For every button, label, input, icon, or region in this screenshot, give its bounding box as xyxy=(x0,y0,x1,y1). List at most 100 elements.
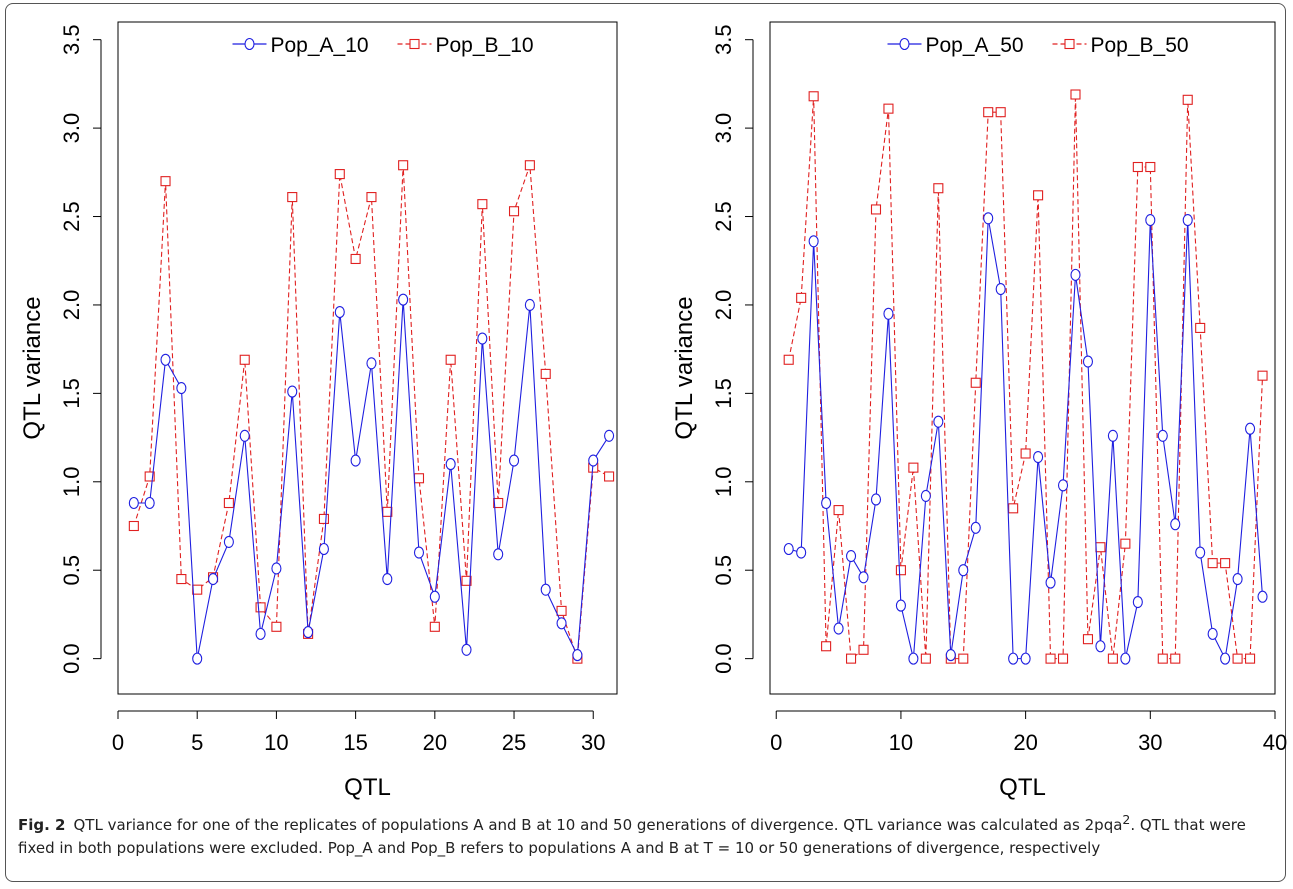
point-Pop_B_50 xyxy=(1195,322,1206,333)
caption-text-continued: . QTL that were fixed in both population… xyxy=(18,816,1246,857)
point-Pop_A_50 xyxy=(1232,573,1243,586)
point-Pop_A_10 xyxy=(287,385,298,398)
point-Pop_A_50 xyxy=(796,546,807,559)
point-Pop_A_10 xyxy=(445,458,456,471)
point-Pop_B_10 xyxy=(334,169,345,180)
point-Pop_A_50 xyxy=(858,571,869,584)
point-Pop_A_10 xyxy=(144,496,155,510)
point-Pop_B_50 xyxy=(1095,542,1106,553)
point-Pop_B_10 xyxy=(493,497,504,509)
point-Pop_B_50 xyxy=(796,292,807,303)
point-Pop_B_50 xyxy=(933,183,944,194)
point-Pop_B_10 xyxy=(508,206,520,217)
x-tick-label: 0 xyxy=(112,730,124,755)
point-Pop_B_50 xyxy=(895,565,906,576)
point-Pop_A_10 xyxy=(223,535,234,548)
point-Pop_B_50 xyxy=(1082,634,1094,645)
point-Pop_B_50 xyxy=(833,505,844,516)
point-Pop_B_50 xyxy=(970,377,981,388)
legend-label: Pop_A_50 xyxy=(926,34,1024,57)
point-Pop_A_50 xyxy=(908,652,919,665)
point-Pop_B_50 xyxy=(1033,190,1044,201)
point-Pop_A_50 xyxy=(808,235,819,248)
x-tick-label: 10 xyxy=(889,730,913,755)
point-Pop_B_10 xyxy=(556,605,567,616)
point-Pop_A_50 xyxy=(1220,652,1231,665)
point-Pop_B_50 xyxy=(1232,653,1243,664)
point-Pop_A_50 xyxy=(821,496,832,510)
point-Pop_A_50 xyxy=(1207,627,1218,640)
point-Pop_B_10 xyxy=(540,368,551,379)
point-Pop_B_50 xyxy=(995,107,1006,118)
point-Pop_A_50 xyxy=(1057,479,1069,492)
point-Pop_B_10 xyxy=(604,471,615,482)
legend-marker xyxy=(244,37,255,51)
point-Pop_A_10 xyxy=(398,293,409,306)
caption-superscript: 2 xyxy=(1122,812,1131,827)
point-Pop_A_50 xyxy=(1070,268,1081,281)
point-Pop_B_50 xyxy=(1245,653,1256,664)
point-Pop_B_50 xyxy=(958,653,969,664)
point-Pop_B_10 xyxy=(160,176,171,187)
point-Pop_A_50 xyxy=(1008,652,1019,665)
point-Pop_B_10 xyxy=(192,584,203,595)
point-Pop_A_10 xyxy=(192,652,203,665)
x-tick-label: 30 xyxy=(1138,730,1162,755)
point-Pop_A_10 xyxy=(303,626,314,639)
point-Pop_B_50 xyxy=(1020,448,1031,459)
point-Pop_B_10 xyxy=(524,160,535,171)
point-Pop_B_10 xyxy=(318,513,329,524)
x-tick-label: 30 xyxy=(581,730,605,755)
point-Pop_B_50 xyxy=(1207,558,1218,569)
point-Pop_A_50 xyxy=(1120,652,1131,665)
x-tick-label: 40 xyxy=(1263,730,1287,755)
point-Pop_A_10 xyxy=(350,454,361,467)
point-Pop_A_50 xyxy=(1132,595,1143,609)
point-Pop_A_50 xyxy=(1245,422,1256,435)
point-Pop_A_50 xyxy=(1095,640,1106,653)
point-Pop_A_50 xyxy=(1182,214,1193,227)
point-Pop_B_50 xyxy=(870,204,882,215)
point-Pop_B_10 xyxy=(413,473,425,484)
point-Pop_B_50 xyxy=(1220,558,1231,569)
point-Pop_A_10 xyxy=(429,590,440,603)
point-Pop_A_10 xyxy=(493,548,504,561)
point-Pop_A_10 xyxy=(572,649,583,662)
legend-label: Pop_A_10 xyxy=(271,34,369,57)
point-Pop_A_50 xyxy=(895,599,906,612)
point-Pop_B_10 xyxy=(445,354,456,365)
point-Pop_A_50 xyxy=(845,550,857,563)
y-tick-label: 0.0 xyxy=(711,643,736,674)
point-Pop_B_10 xyxy=(287,192,298,203)
point-Pop_B_50 xyxy=(858,644,869,655)
point-Pop_B_50 xyxy=(1157,653,1168,664)
point-Pop_A_10 xyxy=(318,542,329,556)
point-Pop_B_10 xyxy=(223,497,234,509)
point-Pop_A_50 xyxy=(870,493,882,506)
point-Pop_A_50 xyxy=(1107,429,1118,442)
y-tick-label: 2.0 xyxy=(59,290,84,321)
chart-pop-10: 0 5 10 15 20 25 30 QTL 0.0 0.5 1.0 1.5 2.0 2.5 3.0 3.5 Q… xyxy=(19,21,618,801)
figure-charts: 0 5 10 15 20 25 30 QTL 0.0 0.5 1.0 1.5 2.0 2.5 3.0 3.5 Q… xyxy=(19,21,1287,801)
y-tick-label: 3.0 xyxy=(59,113,84,144)
point-Pop_B_10 xyxy=(255,602,266,613)
point-Pop_A_50 xyxy=(958,564,969,577)
point-Pop_B_50 xyxy=(983,107,994,118)
point-Pop_B_10 xyxy=(398,160,409,171)
y-tick-label: 0.5 xyxy=(711,555,736,586)
point-Pop_B_50 xyxy=(1120,538,1131,549)
chart-pop-50: 0 10 20 30 40 QTL 0.0 0.5 1.0 1.5 2.0 2.5 3.0 3.5 QTL … xyxy=(671,21,1287,801)
y-tick-label: 2.5 xyxy=(59,201,84,232)
point-Pop_A_50 xyxy=(1082,355,1094,368)
point-Pop_A_10 xyxy=(413,546,425,559)
point-Pop_A_10 xyxy=(382,573,393,586)
point-Pop_B_10 xyxy=(176,574,187,585)
y-axis-label: QTL variance xyxy=(671,296,698,439)
point-Pop_A_50 xyxy=(1170,518,1181,531)
y-tick-label: 3.0 xyxy=(711,113,736,144)
y-tick-label: 2.5 xyxy=(711,201,736,232)
point-Pop_B_50 xyxy=(908,462,919,473)
point-Pop_B_50 xyxy=(920,653,931,664)
series-line-Pop_B_10 xyxy=(133,165,610,659)
x-tick-label: 20 xyxy=(1013,730,1037,755)
